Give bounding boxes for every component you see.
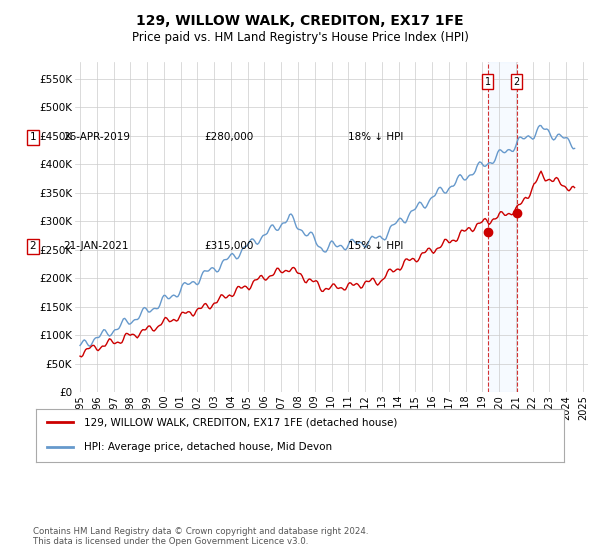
Text: Contains HM Land Registry data © Crown copyright and database right 2024.
This d: Contains HM Land Registry data © Crown c… bbox=[33, 526, 368, 546]
Text: HPI: Average price, detached house, Mid Devon: HPI: Average price, detached house, Mid … bbox=[83, 442, 332, 452]
Text: 26-APR-2019: 26-APR-2019 bbox=[63, 132, 130, 142]
Text: 2: 2 bbox=[514, 77, 520, 87]
Text: 18% ↓ HPI: 18% ↓ HPI bbox=[348, 132, 403, 142]
Text: 1: 1 bbox=[29, 132, 37, 142]
Text: 15% ↓ HPI: 15% ↓ HPI bbox=[348, 241, 403, 251]
Text: 2: 2 bbox=[29, 241, 37, 251]
Text: 21-JAN-2021: 21-JAN-2021 bbox=[63, 241, 128, 251]
Text: £280,000: £280,000 bbox=[204, 132, 253, 142]
Text: Price paid vs. HM Land Registry's House Price Index (HPI): Price paid vs. HM Land Registry's House … bbox=[131, 31, 469, 44]
Text: 129, WILLOW WALK, CREDITON, EX17 1FE: 129, WILLOW WALK, CREDITON, EX17 1FE bbox=[136, 14, 464, 28]
Bar bbox=[488, 62, 517, 392]
Text: 1: 1 bbox=[485, 77, 491, 87]
Text: 129, WILLOW WALK, CREDITON, EX17 1FE (detached house): 129, WILLOW WALK, CREDITON, EX17 1FE (de… bbox=[83, 417, 397, 427]
Text: £315,000: £315,000 bbox=[204, 241, 253, 251]
